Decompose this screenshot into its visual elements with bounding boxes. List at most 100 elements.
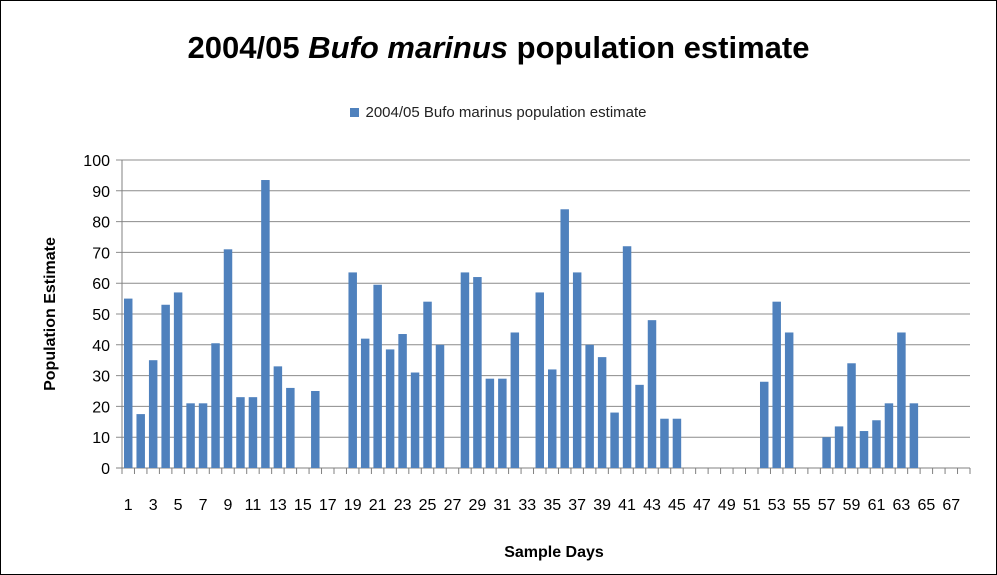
bar: [834, 426, 844, 468]
legend-swatch: [350, 108, 360, 117]
bar: [547, 369, 557, 468]
y-tick-label: 0: [101, 461, 110, 478]
legend: 2004/05 Bufo marinus population estimate: [0, 104, 997, 121]
bar: [822, 437, 831, 468]
x-tick-label: 57: [818, 497, 836, 514]
x-tick-label: 55: [793, 497, 811, 514]
x-tick-label: 65: [917, 497, 935, 514]
x-tick-label: 11: [245, 497, 262, 514]
bar: [560, 209, 569, 468]
chart-title: 2004/05 Bufo marinus population estimate: [0, 30, 997, 66]
bar: [186, 403, 195, 468]
y-tick-label: 40: [92, 338, 110, 355]
bar: [136, 414, 145, 468]
bar: [148, 360, 158, 468]
x-tick-label: 45: [668, 497, 686, 514]
bar: [173, 292, 183, 468]
bar: [510, 332, 520, 468]
x-tick-label: 53: [768, 497, 786, 514]
x-tick-label: 51: [743, 497, 761, 514]
bar: [236, 397, 245, 468]
x-tick-label: 9: [224, 497, 233, 514]
x-tick-label: 47: [693, 497, 711, 514]
bar: [360, 338, 370, 468]
bar: [647, 320, 657, 468]
bar: [198, 403, 208, 468]
x-tick-label: 27: [444, 497, 462, 514]
x-tick-label: 15: [294, 497, 312, 514]
x-tick-label: 59: [843, 497, 861, 514]
x-tick-label: 61: [868, 497, 886, 514]
bar: [373, 284, 382, 468]
x-tick-label: 67: [942, 497, 960, 514]
bar: [398, 334, 407, 468]
x-tick-label: 25: [419, 497, 437, 514]
bar: [884, 403, 894, 468]
x-tick-label: 17: [319, 497, 337, 514]
y-tick-label: 30: [92, 369, 110, 386]
bar: [909, 403, 919, 468]
bar: [286, 387, 295, 468]
bar: [597, 357, 607, 468]
bar: [859, 431, 869, 468]
bar: [460, 272, 470, 468]
y-tick-label: 20: [92, 399, 110, 416]
bar: [897, 332, 906, 468]
x-tick-label: 43: [643, 497, 661, 514]
x-tick-label: 41: [618, 497, 636, 514]
bar: [423, 301, 432, 468]
y-axis-title: Population Estimate: [42, 237, 59, 391]
bar: [410, 372, 420, 468]
bar: [672, 418, 682, 468]
x-tick-label: 13: [269, 497, 287, 514]
bar: [311, 391, 320, 468]
bar: [223, 249, 233, 468]
bar: [622, 246, 632, 468]
y-tick-label: 60: [92, 276, 110, 293]
bar: [261, 180, 270, 468]
bar: [348, 272, 357, 468]
x-tick-label: 21: [369, 497, 387, 514]
x-axis-title: Sample Days: [504, 544, 604, 561]
bar: [847, 363, 856, 468]
bar: [585, 344, 594, 468]
bar: [248, 397, 258, 468]
bar: [610, 412, 619, 468]
bar: [273, 366, 283, 468]
y-tick-label: 100: [83, 153, 110, 170]
bar: [211, 343, 220, 468]
bar: [161, 304, 170, 468]
bar: [123, 298, 133, 468]
legend-label: 2004/05 Bufo marinus population estimate: [365, 104, 647, 121]
bar: [635, 384, 644, 468]
chart-title-suffix: population estimate: [508, 30, 810, 65]
y-tick-label: 10: [92, 430, 110, 447]
x-tick-label: 19: [344, 497, 362, 514]
x-tick-label: 3: [149, 497, 158, 514]
bar: [872, 420, 881, 468]
bar: [485, 378, 495, 468]
bar: [772, 301, 781, 468]
chart-title-prefix: 2004/05: [187, 30, 309, 65]
x-tick-label: 37: [568, 497, 586, 514]
bar: [759, 381, 769, 468]
x-tick-label: 1: [124, 497, 133, 514]
x-tick-label: 63: [893, 497, 911, 514]
x-tick-label: 39: [593, 497, 611, 514]
bar: [435, 344, 445, 468]
bar: [473, 277, 482, 468]
x-tick-label: 5: [174, 497, 183, 514]
y-tick-label: 80: [92, 215, 110, 232]
x-tick-label: 31: [493, 497, 511, 514]
bar: [784, 332, 794, 468]
x-tick-label: 49: [718, 497, 736, 514]
bar: [385, 349, 395, 468]
y-tick-label: 90: [92, 184, 110, 201]
bar: [535, 292, 545, 468]
bar: [498, 378, 507, 468]
y-tick-label: 70: [92, 245, 110, 262]
y-tick-label: 50: [92, 307, 110, 324]
x-tick-label: 23: [394, 497, 412, 514]
